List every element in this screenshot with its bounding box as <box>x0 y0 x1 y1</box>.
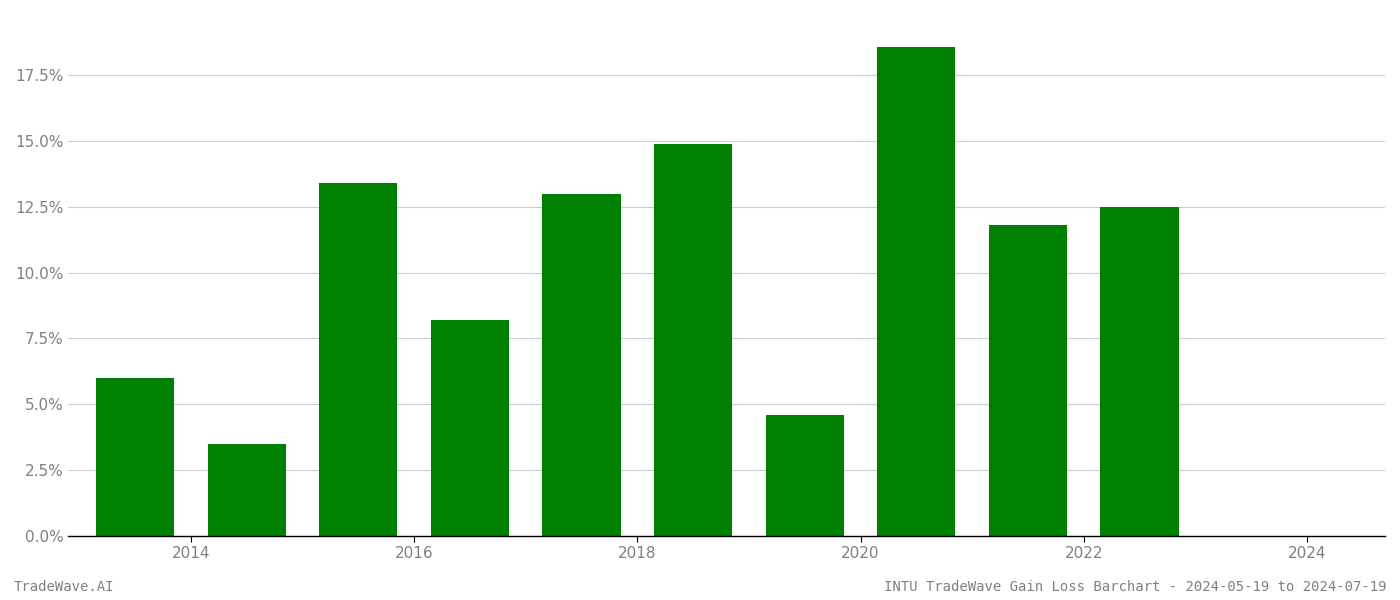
Bar <box>766 415 844 536</box>
Bar <box>542 194 620 536</box>
Bar <box>97 378 174 536</box>
Bar <box>1100 207 1179 536</box>
Bar <box>988 226 1067 536</box>
Text: INTU TradeWave Gain Loss Barchart - 2024-05-19 to 2024-07-19: INTU TradeWave Gain Loss Barchart - 2024… <box>883 580 1386 594</box>
Text: TradeWave.AI: TradeWave.AI <box>14 580 115 594</box>
Bar <box>654 144 732 536</box>
Bar <box>207 443 286 536</box>
Bar <box>878 47 955 536</box>
Bar <box>319 183 398 536</box>
Bar <box>431 320 510 536</box>
